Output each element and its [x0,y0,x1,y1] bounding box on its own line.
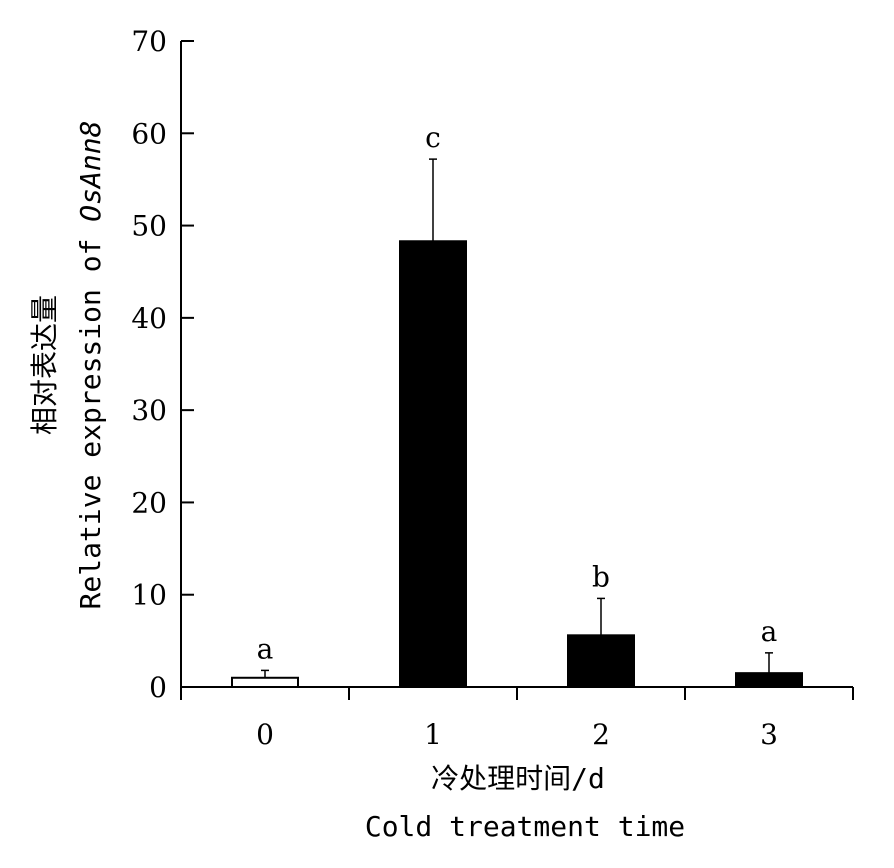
bar [231,676,299,688]
x-tick-label: 3 [760,718,778,751]
significance-letter: b [592,560,610,593]
bar [567,634,635,689]
y-tick-label: 60 [131,117,167,150]
x-axis-title-en: Cold treatment time [365,810,685,843]
significance-letter: a [761,615,778,648]
y-tick-label: 50 [131,210,167,243]
y-axis-title-zh-group: 相对表达量 [28,295,61,435]
y-tick-label: 40 [131,302,167,335]
y-axis-title-en-group: Relative expression of OsAnn8 [74,121,107,610]
y-tick-label: 10 [131,579,167,612]
significance-letter: a [257,632,274,665]
significance-letter: c [425,121,441,154]
axes [180,41,853,688]
significance-letters: a c b a [257,121,778,665]
bars [231,240,803,689]
y-axis-title-en-prefix: Relative expression of [74,222,107,610]
y-axis-title-en: Relative expression of OsAnn8 [74,121,107,610]
x-ticks: 0 1 2 3 [180,687,854,751]
x-tick-label: 2 [592,718,610,751]
y-tick-label: 70 [131,25,167,58]
y-tick-label: 0 [149,671,167,704]
y-axis-title-zh: 相对表达量 [28,295,61,435]
y-ticks: 0 10 20 30 40 50 60 70 [131,25,194,704]
x-axis-title-zh: 冷处理时间/d [431,762,605,795]
y-tick-label: 20 [131,486,167,519]
x-tick-label: 0 [256,718,274,751]
x-tick-label: 1 [424,718,442,751]
y-tick-label: 30 [131,394,167,427]
y-axis-title-en-gene: OsAnn8 [74,121,107,222]
error-bars [261,158,773,678]
bar [735,672,803,689]
bar [399,240,467,688]
